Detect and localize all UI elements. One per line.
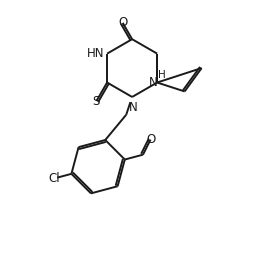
Text: N: N [129, 101, 138, 114]
Text: HN: HN [87, 47, 104, 60]
Text: S: S [93, 94, 100, 108]
Text: O: O [118, 16, 127, 29]
Text: O: O [146, 133, 155, 146]
Text: Cl: Cl [49, 172, 60, 185]
Text: H: H [158, 70, 166, 80]
Text: N: N [148, 76, 157, 89]
